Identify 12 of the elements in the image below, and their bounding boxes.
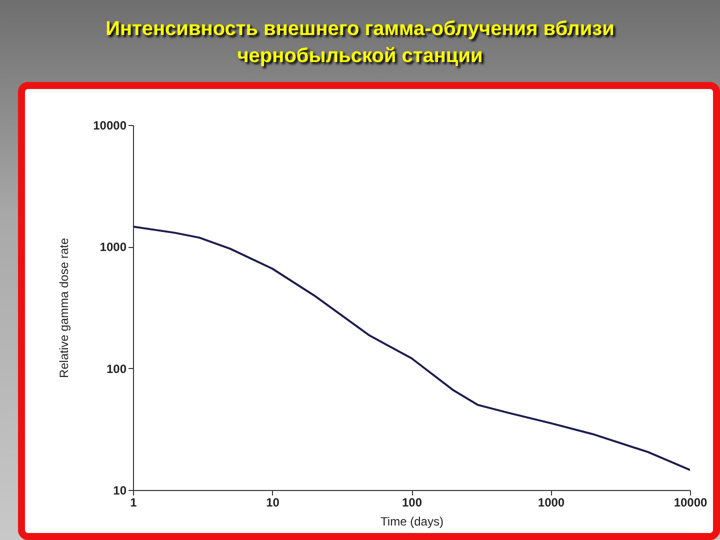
x-tick-label: 10 (266, 496, 280, 510)
y-tick-label: 100 (106, 362, 127, 376)
x-tick-label: 1000 (538, 496, 565, 510)
x-tick-label: 1 (130, 496, 138, 510)
chart-title: Интенсивность внешнего гамма-облучения вблизи чернобыльской станции (104, 17, 616, 69)
y-tick-label: 10000 (93, 118, 127, 132)
y-axis-title: Relative gamma dose rate (57, 238, 72, 378)
x-tick-label: 100 (402, 496, 422, 510)
y-tick-label: 1000 (100, 240, 127, 254)
x-tick-label: 10000 (674, 496, 708, 510)
y-tick-label: 10 (113, 484, 127, 498)
x-axis-title: Time (days) (380, 514, 444, 528)
